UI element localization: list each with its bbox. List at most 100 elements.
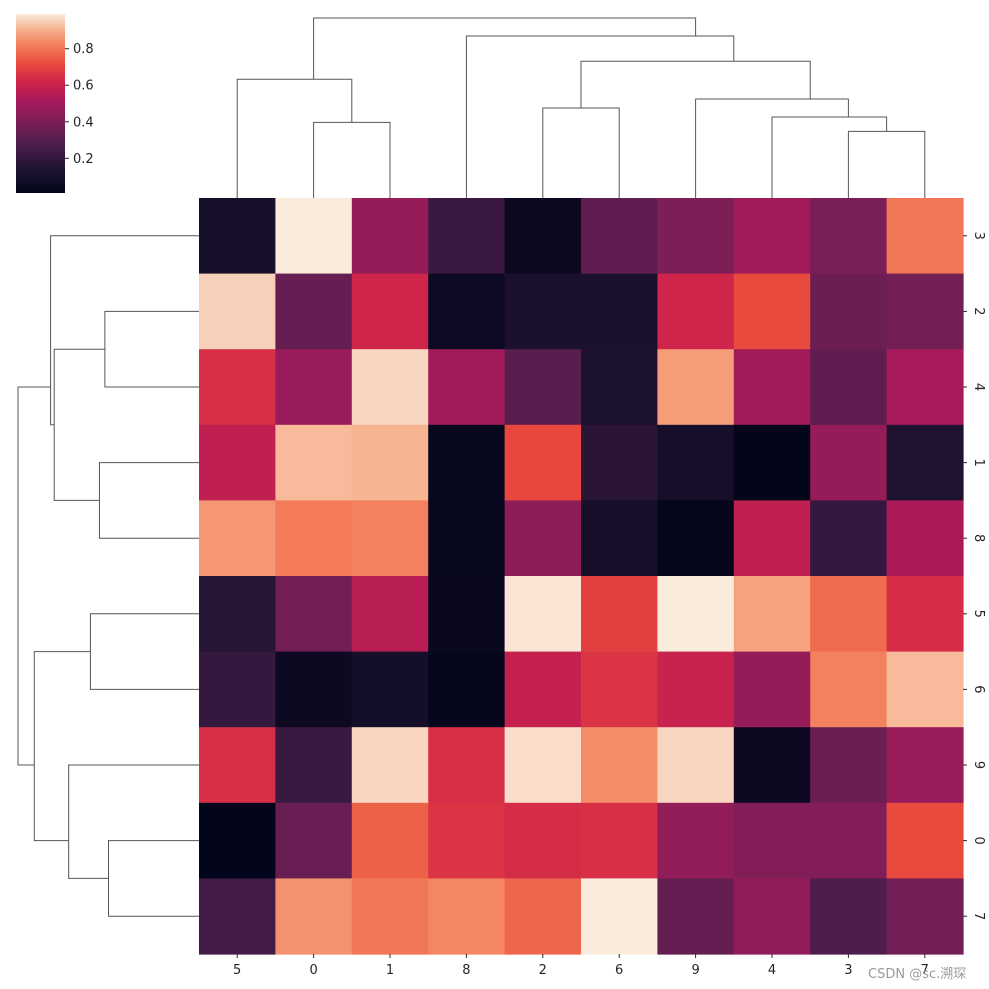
row-dendrogram-link (108, 840, 199, 917)
heatmap-cell (886, 500, 964, 577)
heatmap-cell (199, 349, 276, 426)
heatmap-cell (504, 424, 582, 501)
heatmap-cell (581, 576, 658, 653)
colorbar-gradient (16, 14, 65, 193)
heatmap-cell (199, 576, 276, 653)
row-dendrogram-link (50, 235, 199, 426)
x-tick-label: 8 (462, 963, 470, 978)
column-dendrogram-link (313, 17, 697, 80)
y-tick-label: 0 (971, 836, 986, 844)
heatmap-cell (733, 576, 811, 653)
heatmap-cell (733, 878, 811, 955)
heatmap-cell (657, 651, 735, 728)
heatmap-cell (810, 651, 888, 728)
colorbar-tick-label: 0.2 (73, 152, 94, 167)
heatmap-cell (810, 349, 888, 426)
x-tick-label: 7 (921, 963, 929, 978)
heatmap-cell (657, 576, 735, 653)
heatmap-cell (428, 349, 506, 426)
y-tick-label: 2 (971, 307, 986, 315)
heatmap-cell (199, 500, 276, 577)
heatmap-cell (657, 500, 735, 577)
heatmap-cell (733, 349, 811, 426)
y-tick-labels: 3 2 4 1 8 5 6 9 0 7 (963, 232, 986, 920)
x-tick-label: 2 (539, 963, 547, 978)
x-tick-label: 4 (768, 963, 776, 978)
heatmap-cell (504, 727, 582, 804)
heatmap-cell (886, 273, 964, 350)
heatmap-cell (810, 273, 888, 350)
heatmap-cell (581, 802, 658, 879)
heatmap-cell (504, 273, 582, 350)
heatmap-cell (810, 198, 888, 275)
x-tick-label: 3 (844, 963, 852, 978)
heatmap-cell (581, 198, 658, 275)
heatmap-cell (886, 802, 964, 879)
heatmap-cell (275, 349, 353, 426)
heatmap-cell (351, 651, 429, 728)
heatmap-cell (886, 878, 964, 955)
heatmap-cell (351, 424, 429, 501)
row-dendrogram-link (104, 310, 199, 388)
heatmap-cell (733, 424, 811, 501)
heatmap-cell (351, 198, 429, 275)
watermark: CSDN @sc.溯琛 (868, 966, 966, 982)
heatmap-cell (428, 424, 506, 501)
heatmap-cell (351, 878, 429, 955)
column-dendrogram-link (465, 35, 735, 198)
y-tick-label: 8 (971, 534, 986, 542)
row-dendrogram-link (89, 613, 199, 690)
column-dendrogram (236, 17, 926, 198)
heatmap-cell (428, 651, 506, 728)
heatmap-cell (581, 727, 658, 804)
heatmap-cell (275, 500, 353, 577)
y-tick-label: 3 (971, 232, 986, 240)
heatmap-cell (199, 198, 276, 275)
heatmap-cell (199, 727, 276, 804)
heatmap-cell (657, 349, 735, 426)
row-dendrogram-link (68, 764, 199, 879)
y-tick-label: 9 (971, 761, 986, 769)
heatmap-cell (275, 273, 353, 350)
heatmap-cell (428, 500, 506, 577)
x-tick-label: 1 (386, 963, 394, 978)
heatmap-cell (351, 349, 429, 426)
heatmap-cell (275, 576, 353, 653)
column-dendrogram-link (313, 121, 391, 198)
heatmap-cell (733, 273, 811, 350)
heatmap-cell (581, 273, 658, 350)
heatmap-cell (351, 727, 429, 804)
heatmap-cell (199, 651, 276, 728)
y-tick-label: 1 (971, 458, 986, 466)
row-dendrogram-link (33, 651, 91, 842)
heatmap-cell (657, 273, 735, 350)
heatmap-cell (581, 878, 658, 955)
x-tick-label: 0 (309, 963, 317, 978)
heatmap-cell (275, 727, 353, 804)
heatmap-cell (886, 576, 964, 653)
heatmap-cell (199, 878, 276, 955)
row-dendrogram-link (98, 462, 199, 539)
heatmap-cell (275, 198, 353, 275)
heatmap-cell (428, 273, 506, 350)
colorbar: 0.2 0.4 0.6 0.8 (16, 14, 94, 193)
heatmap-cell (504, 576, 582, 653)
heatmap-cell (275, 802, 353, 879)
heatmap-cell (733, 802, 811, 879)
heatmap-cell (275, 424, 353, 501)
heatmap-cell (886, 198, 964, 275)
heatmap-cell (351, 802, 429, 879)
heatmap-cell (657, 878, 735, 955)
x-tick-labels: 5 0 1 8 2 6 9 4 3 7 (233, 954, 929, 978)
heatmap-cell (733, 500, 811, 577)
heatmap-cell (581, 349, 658, 426)
heatmap-cell (428, 802, 506, 879)
heatmap-cell (504, 198, 582, 275)
heatmap-cell (810, 802, 888, 879)
heatmap-cell (657, 198, 735, 275)
heatmap-cell (810, 424, 888, 501)
colorbar-tick-label: 0.6 (73, 79, 94, 94)
column-dendrogram-link (542, 107, 620, 198)
heatmap-cell (886, 424, 964, 501)
